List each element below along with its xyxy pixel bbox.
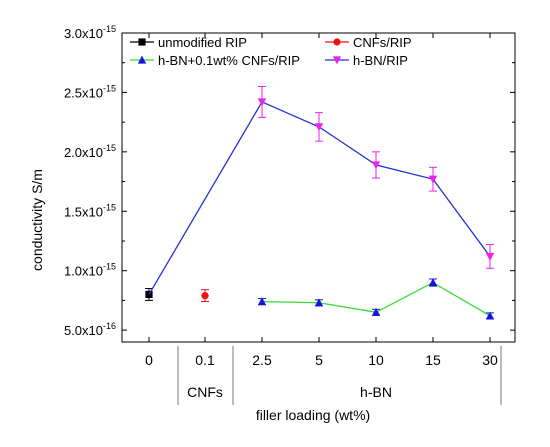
x-tick-label: 2.5 xyxy=(252,352,272,368)
x-group-label: h-BN xyxy=(360,384,392,400)
y-tick-mantissa: 1.5x10 xyxy=(64,204,103,219)
data-point xyxy=(371,161,381,170)
data-point xyxy=(201,292,209,300)
y-tick-mantissa: 2.5x10 xyxy=(64,85,103,100)
data-point xyxy=(371,307,381,316)
x-tick-label: 0.1 xyxy=(195,352,215,368)
data-point xyxy=(257,297,267,306)
legend-label: CNFs/RIP xyxy=(353,35,412,50)
data-point xyxy=(428,278,438,287)
y-tick-exponent: -15 xyxy=(103,202,116,212)
y-tick-label: 3.0x10-15 xyxy=(64,24,116,41)
legend-label: h-BN+0.1wt% CNFs/RIP xyxy=(158,53,300,68)
data-point xyxy=(428,175,438,184)
legend-marker xyxy=(333,38,341,46)
y-tick-mantissa: 2.0x10 xyxy=(64,145,103,160)
y-tick-label: 1.0x10-15 xyxy=(64,262,116,279)
y-tick-exponent: -15 xyxy=(103,24,116,34)
x-tick-label: 15 xyxy=(425,352,441,368)
y-tick-exponent: -15 xyxy=(103,262,116,272)
data-point xyxy=(485,311,495,320)
series-line xyxy=(148,101,491,295)
x-tick-label: 5 xyxy=(315,352,323,368)
legend-label: h-BN/RIP xyxy=(353,53,408,68)
y-tick-label: 1.5x10-15 xyxy=(64,202,116,219)
series-3 xyxy=(148,85,495,295)
series-1 xyxy=(201,289,209,303)
legend-label: unmodified RIP xyxy=(158,35,247,50)
y-tick-mantissa: 1.0x10 xyxy=(64,264,103,279)
legend: unmodified RIP CNFs/RIP h-BN+0.1wt% CNFs/R… xyxy=(130,35,412,68)
x-tick-label: 10 xyxy=(368,352,384,368)
legend-marker xyxy=(138,38,146,46)
x-axis-ticks: 0 0.1 2.5 5 10 15 30 CNFs h-BN xyxy=(145,33,502,405)
data-point xyxy=(257,98,267,107)
data-point xyxy=(314,123,324,132)
x-group-label: CNFs xyxy=(187,384,223,400)
y-tick-mantissa: 5.0x10 xyxy=(64,323,103,338)
y-tick-mantissa: 3.0x10 xyxy=(64,26,103,41)
legend-marker xyxy=(332,56,342,65)
y-tick-label: 5.0x10-16 xyxy=(64,321,116,338)
series-2 xyxy=(257,278,495,320)
y-axis-ticks: 5.0x10-161.0x10-151.5x10-152.0x10-152.5x… xyxy=(64,24,515,338)
y-axis-label: conductivity S/m xyxy=(29,169,45,271)
y-tick-exponent: -15 xyxy=(103,83,116,93)
x-tick-label: 30 xyxy=(482,352,498,368)
x-tick-label: 0 xyxy=(145,352,153,368)
data-marks xyxy=(145,85,495,320)
y-tick-exponent: -16 xyxy=(103,321,116,331)
y-tick-exponent: -15 xyxy=(103,143,116,153)
x-axis-label: filler loading (wt%) xyxy=(256,407,370,423)
y-tick-label: 2.0x10-15 xyxy=(64,143,116,160)
data-point xyxy=(485,252,495,261)
y-tick-label: 2.5x10-15 xyxy=(64,83,116,100)
data-point xyxy=(314,298,324,307)
legend-marker xyxy=(137,55,147,64)
